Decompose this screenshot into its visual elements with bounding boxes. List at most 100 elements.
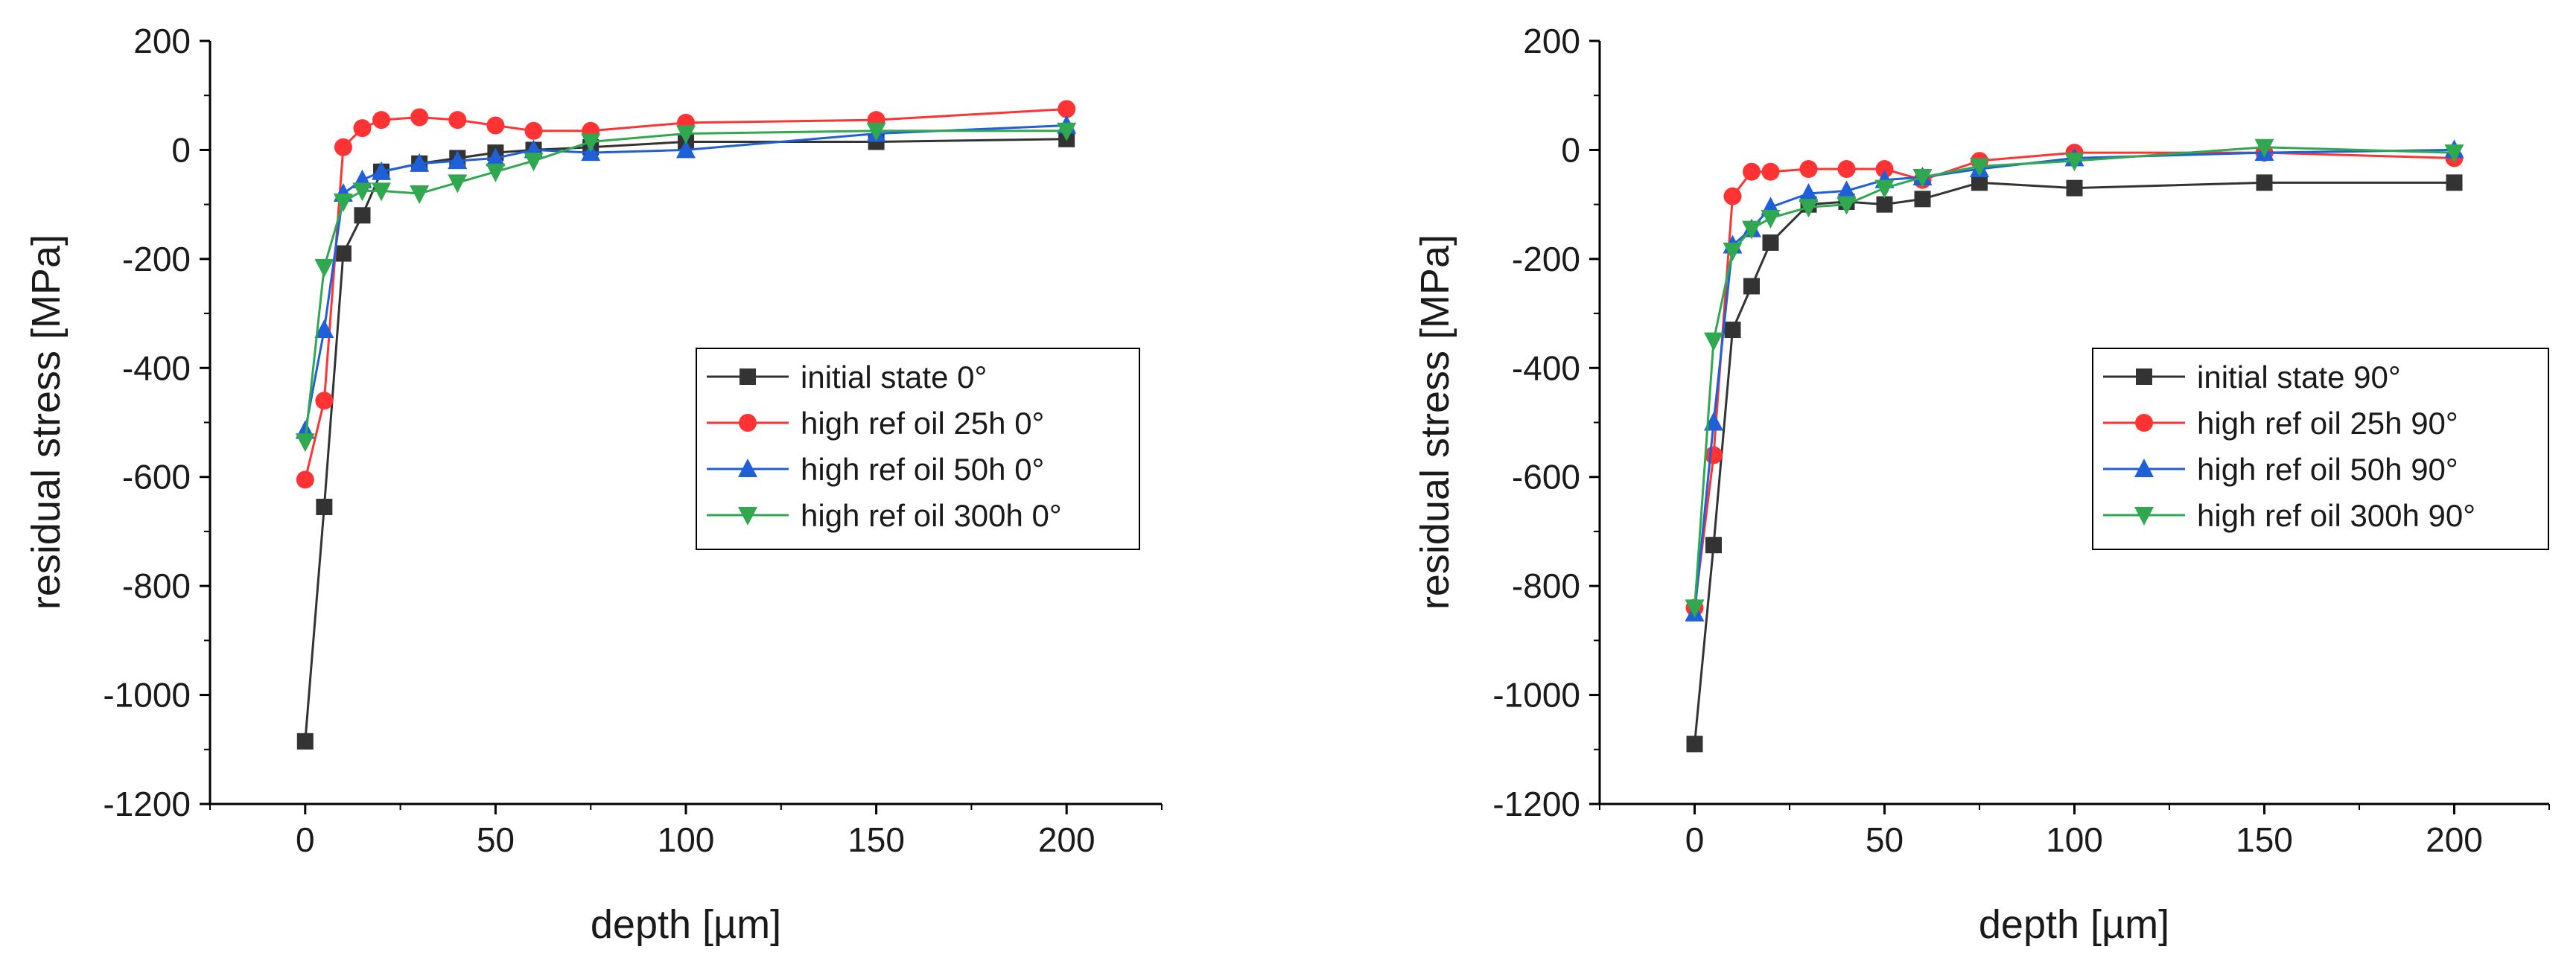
chart-right: 200 0 -200 -400 -600 -800 -1000 -1200 0 50 100 150… [1413, 22, 2550, 947]
legend-marker [2135, 414, 2153, 432]
data-point [1685, 599, 1705, 619]
x-tick-label: 200 [1038, 820, 1095, 859]
data-point [1837, 160, 1856, 179]
data-point [315, 392, 334, 410]
legend-item: high ref oil 50h 0° [707, 452, 1044, 487]
data-point [1723, 242, 1743, 261]
data-point [1705, 537, 1722, 554]
y-axis-title: residual stress [MPa] [24, 234, 69, 610]
x-axis-title: depth [µm] [591, 902, 781, 947]
legend-label: high ref oil 25h 90° [2197, 406, 2458, 441]
legend-label: initial state 90° [2197, 360, 2401, 395]
legend: initial state 90° high ref oil 25h 90° hig… [2092, 348, 2549, 550]
y-tick-label: -1000 [103, 676, 191, 715]
data-point [2064, 153, 2084, 172]
legend-item: high ref oil 300h 90° [2103, 498, 2475, 533]
series-initial [1686, 174, 2463, 753]
data-point [1874, 179, 1895, 199]
data-point [1914, 191, 1931, 208]
y-tick-label: -400 [1512, 348, 1580, 387]
data-point [352, 182, 372, 202]
legend-marker [2136, 368, 2152, 385]
data-point [314, 319, 334, 339]
data-point [1058, 100, 1076, 118]
data-point [2446, 174, 2463, 191]
data-point [410, 108, 429, 127]
data-point [448, 111, 467, 130]
data-point [581, 133, 601, 153]
data-point [1836, 196, 1857, 215]
legend-marker [738, 507, 757, 526]
data-point [314, 258, 334, 278]
data-point [1724, 322, 1741, 339]
data-point [486, 147, 506, 167]
y-tick-label: -400 [122, 348, 191, 387]
data-point [1799, 199, 1819, 218]
legend-marker [738, 459, 757, 477]
x-tick-label: 150 [847, 820, 905, 859]
data-point [410, 153, 430, 172]
data-point [1743, 278, 1760, 295]
x-axis-title: depth [µm] [1979, 902, 2169, 947]
series-h300 [1685, 138, 2464, 619]
y-tick-label: -800 [122, 567, 191, 605]
y-tick-label: -1000 [1492, 676, 1580, 715]
legend-label: high ref oil 50h 0° [801, 452, 1044, 487]
data-point [333, 193, 353, 212]
data-point [1799, 160, 1818, 179]
y-axis-title: residual stress [MPa] [1413, 234, 1457, 610]
x-tick-label: 100 [658, 820, 715, 859]
y-tick-label: -200 [122, 240, 191, 278]
data-point [372, 182, 392, 202]
y-tick-label: 200 [133, 22, 191, 60]
data-point [1704, 412, 1723, 431]
legend-item: high ref oil 25h 0° [707, 406, 1044, 441]
y-tick-label: 200 [1523, 22, 1580, 60]
data-point [296, 733, 314, 750]
x-tick-label: 200 [2426, 820, 2483, 859]
data-point [1705, 446, 1723, 465]
x-tick-label: 150 [2236, 820, 2293, 859]
series-h300 [295, 122, 1077, 453]
x-tick-label: 100 [2046, 820, 2103, 859]
data-point [334, 138, 352, 156]
data-point [1057, 122, 1077, 141]
y-tick-label: -1200 [1492, 785, 1580, 823]
data-point [524, 153, 544, 172]
data-point [354, 207, 371, 224]
legend-label: initial state 0° [801, 360, 987, 395]
data-point [296, 470, 314, 489]
data-point [1970, 158, 1989, 177]
data-point [2254, 138, 2274, 158]
data-point [2066, 179, 2083, 197]
data-point [524, 121, 543, 140]
data-point [316, 498, 333, 515]
legend-marker [739, 414, 757, 432]
data-point [353, 119, 372, 138]
data-point [2256, 174, 2273, 191]
data-point [2444, 144, 2464, 164]
x-tick-label: 50 [477, 820, 515, 859]
data-point [1762, 234, 1779, 251]
data-point [1799, 183, 1819, 202]
data-point [866, 122, 886, 141]
data-point [372, 111, 391, 130]
data-point [1686, 735, 1703, 753]
data-point [1761, 209, 1781, 229]
data-point [1971, 174, 1988, 191]
y-tick-label: -800 [1512, 567, 1580, 605]
legend-item: high ref oil 50h 90° [2103, 452, 2458, 487]
data-point [1836, 180, 1857, 200]
chart-left: 200 0 -200 -400 -600 -800 -1000 -1200 0 50 100 150… [24, 22, 1163, 947]
data-point [676, 125, 696, 144]
legend-marker [740, 368, 756, 385]
legend-label: high ref oil 50h 90° [2197, 452, 2458, 487]
data-point [410, 185, 430, 204]
y-tick-label: -600 [122, 458, 191, 497]
x-tick-label: 0 [1685, 820, 1705, 859]
data-point [1742, 220, 1761, 240]
y-tick-label: 0 [1561, 130, 1580, 169]
x-tick-label: 0 [296, 820, 315, 859]
y-tick-label: -1200 [103, 785, 191, 823]
